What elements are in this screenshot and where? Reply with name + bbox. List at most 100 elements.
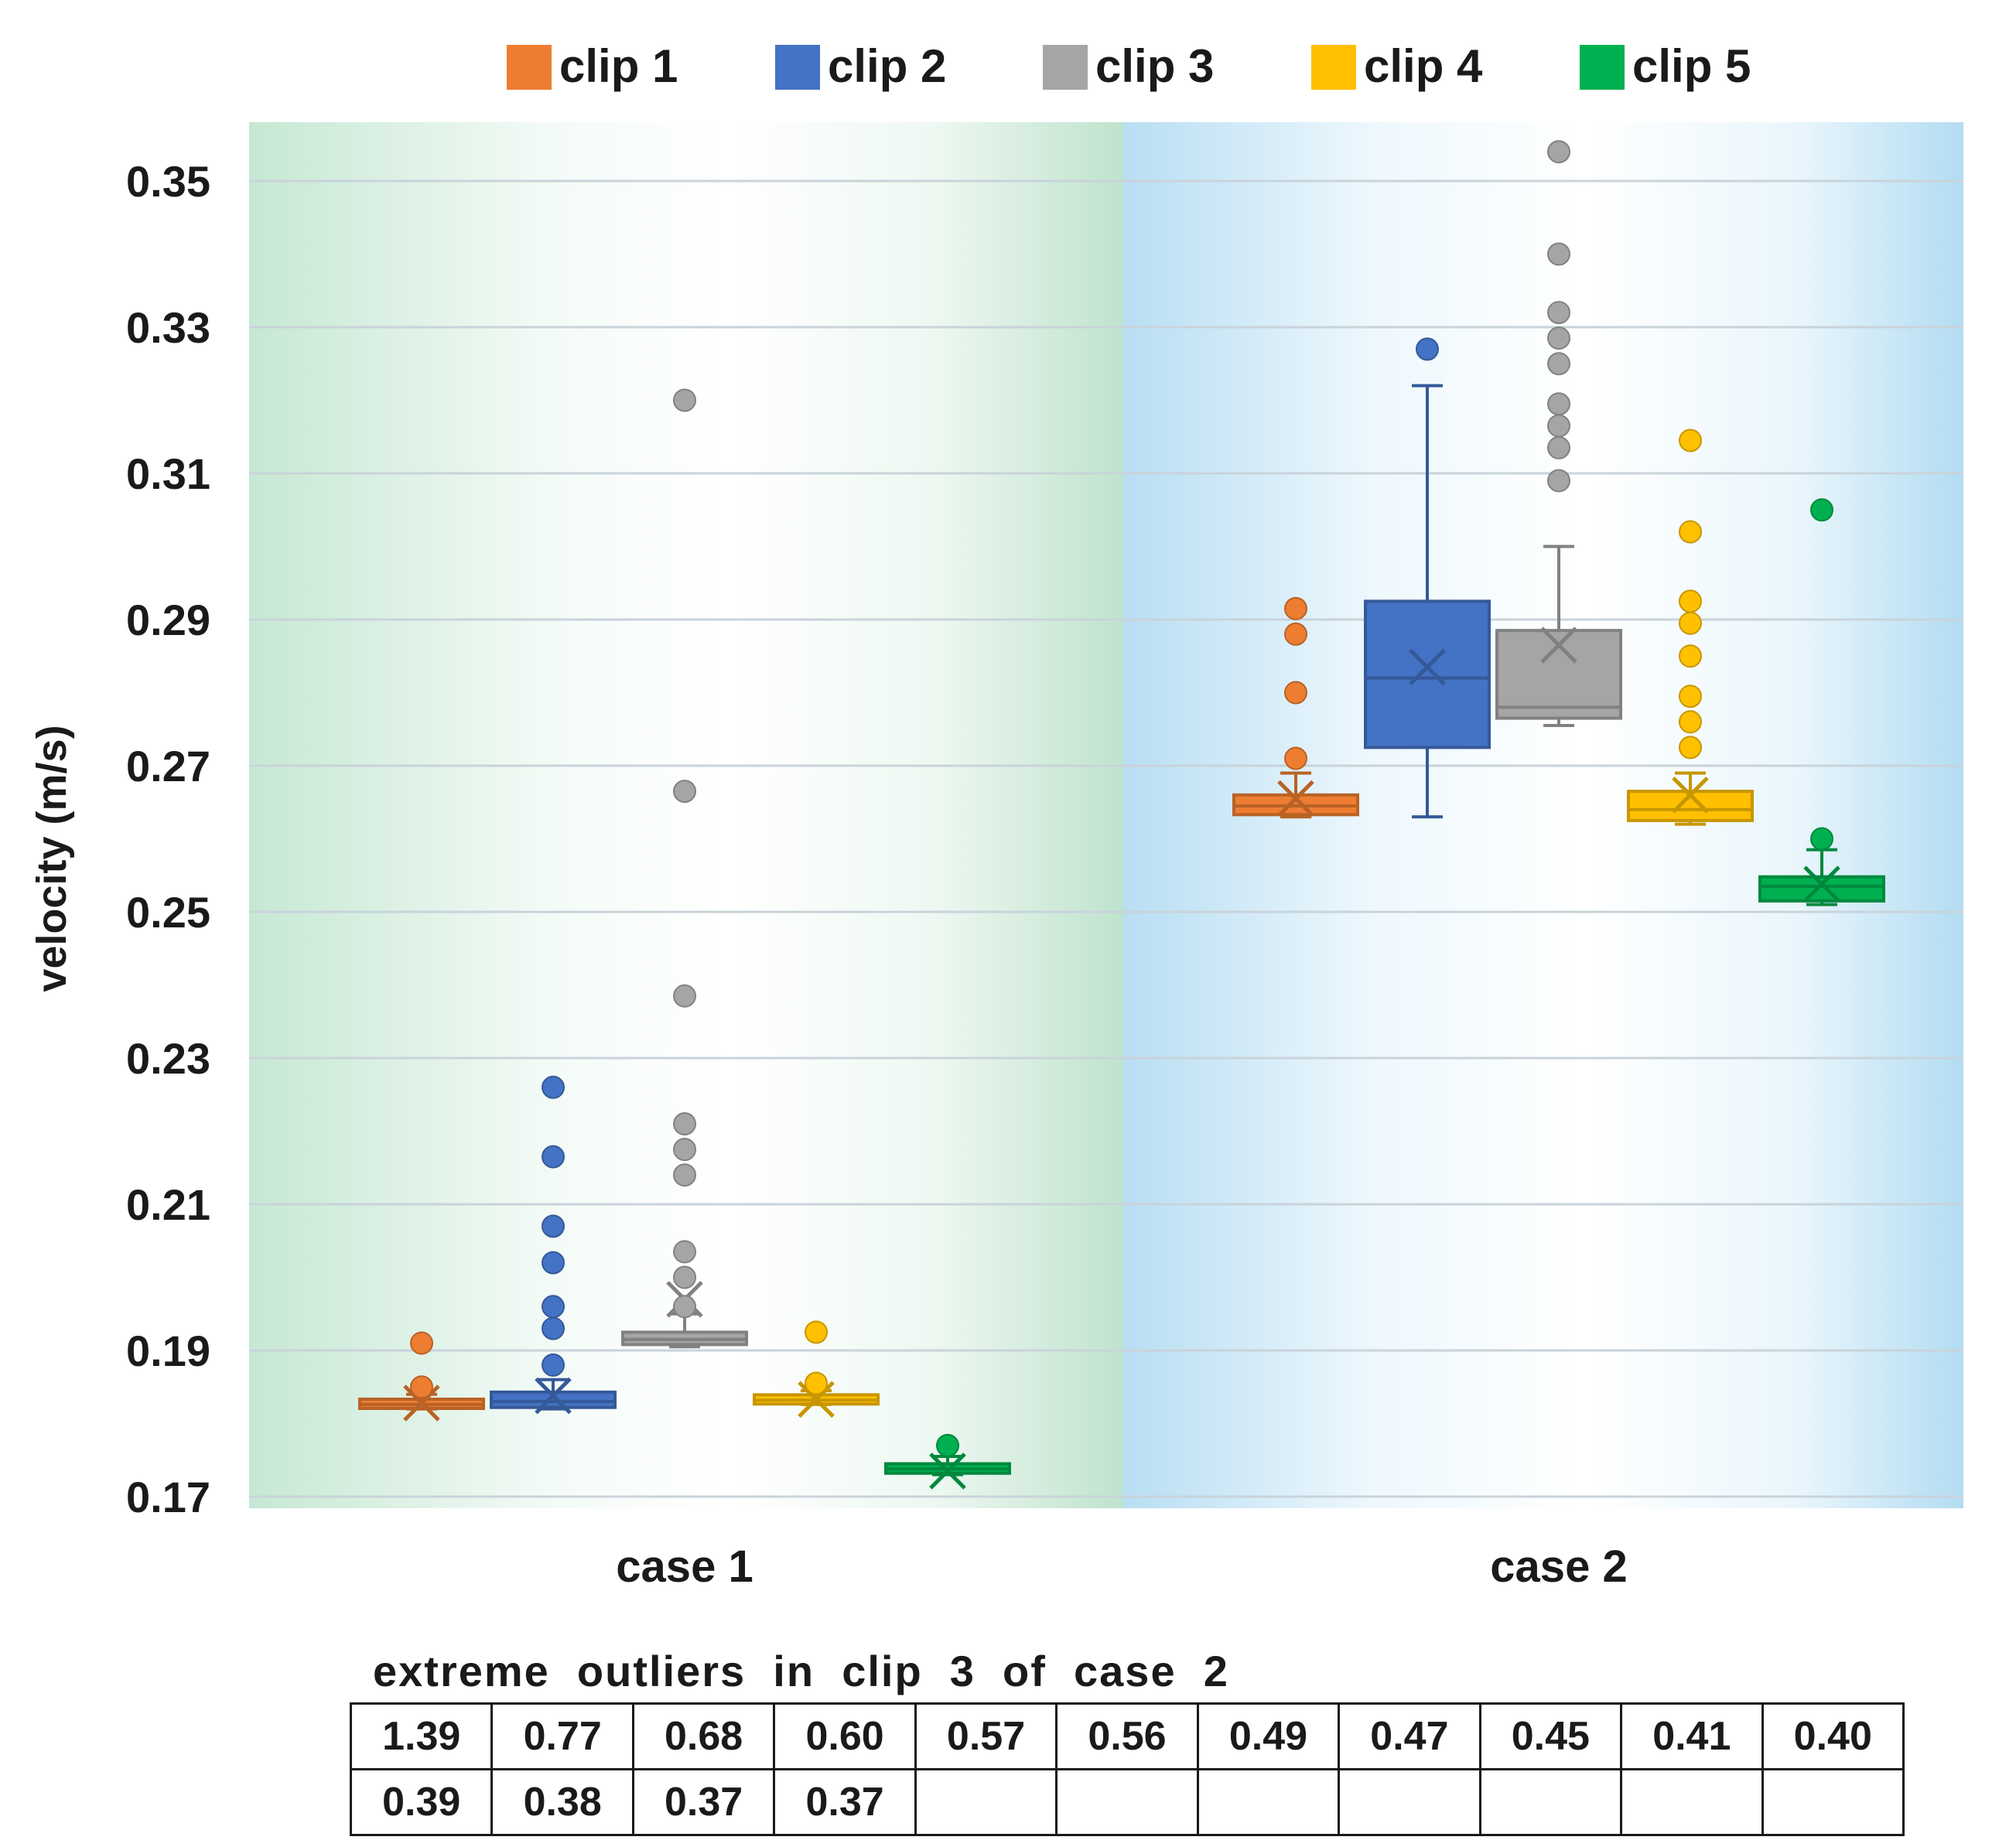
- outlier-table-cell: 0.57: [914, 1702, 1058, 1770]
- outlier-table-cell: 0.41: [1620, 1702, 1764, 1770]
- outlier-table-cell: [1196, 1768, 1341, 1836]
- y-tick-label: 0.31: [126, 449, 210, 498]
- box-clip-3-case-1: [621, 388, 748, 1349]
- box-clip-1-case-1: [358, 1331, 485, 1422]
- outlier-table-cell: 0.68: [631, 1702, 776, 1770]
- x-category-label: case 1: [616, 1541, 753, 1592]
- mean-marker: [1803, 865, 1840, 903]
- outlier-point: [1679, 611, 1702, 635]
- outlier-table-cell: 0.60: [773, 1702, 917, 1770]
- y-axis-label: velocity (m/s): [29, 725, 75, 992]
- outlier-point: [673, 984, 696, 1008]
- legend-swatch-clip-3: [1043, 45, 1088, 90]
- legend-swatch-clip-1: [507, 45, 552, 90]
- outlier-point: [1547, 414, 1570, 438]
- legend-swatch-clip-4: [1311, 45, 1356, 90]
- mean-marker: [1540, 626, 1577, 664]
- y-tick-label: 0.23: [126, 1034, 210, 1083]
- outlier-point: [936, 1433, 959, 1457]
- outlier-point: [542, 1295, 565, 1319]
- outlier-point: [1547, 326, 1570, 350]
- outlier-point: [542, 1214, 565, 1238]
- outlier-point: [673, 1295, 696, 1319]
- outlier-table-cell: [1620, 1768, 1764, 1836]
- outlier-point: [1547, 242, 1570, 266]
- outlier-point: [542, 1251, 565, 1275]
- y-tick-label: 0.25: [126, 888, 210, 937]
- outlier-table-cell: [914, 1768, 1058, 1836]
- box-clip-5-case-2: [1758, 498, 1885, 906]
- legend-label-clip-5: clip 5: [1632, 40, 1751, 92]
- outlier-table-cell: 0.38: [490, 1768, 634, 1836]
- mean-marker: [535, 1377, 572, 1415]
- mean-marker: [1277, 780, 1314, 818]
- outlier-point: [1810, 827, 1833, 851]
- outlier-point: [1547, 392, 1570, 416]
- outlier-table-cell: 0.45: [1478, 1702, 1623, 1770]
- outlier-table-cell: 0.77: [490, 1702, 634, 1770]
- outlier-point: [673, 1265, 696, 1289]
- outlier-table-cell: 0.49: [1196, 1702, 1341, 1770]
- outlier-point: [1547, 352, 1570, 376]
- outlier-table-cell: 0.40: [1761, 1702, 1905, 1770]
- outlier-point: [1547, 435, 1570, 459]
- outlier-point: [805, 1371, 828, 1395]
- outlier-table-cell: [1478, 1768, 1623, 1836]
- outlier-point: [1284, 622, 1307, 646]
- outlier-table-section: extreme outliers in clip 3 of case 2 1.3…: [349, 1644, 1905, 1836]
- outlier-table-cell: [1055, 1768, 1199, 1836]
- y-tick-label: 0.21: [126, 1180, 210, 1229]
- legend-label-clip-2: clip 2: [828, 40, 946, 92]
- mean-marker: [1672, 777, 1709, 814]
- box-body: [1364, 599, 1491, 749]
- outlier-table-row: 0.39 0.38 0.37 0.37: [349, 1768, 1905, 1836]
- outlier-table-cell: 0.37: [773, 1768, 917, 1836]
- box-clip-4-case-2: [1627, 428, 1754, 826]
- outlier-point: [1679, 589, 1702, 613]
- box-clip-3-case-2: [1495, 140, 1622, 728]
- legend-swatch-clip-5: [1580, 45, 1625, 90]
- outlier-point: [1547, 140, 1570, 164]
- legend-swatch-clip-2: [775, 45, 820, 90]
- y-tick-label: 0.19: [126, 1326, 210, 1375]
- outlier-table-cell: 1.39: [349, 1702, 494, 1770]
- outlier-point: [542, 1353, 565, 1377]
- outlier-point: [673, 1163, 696, 1187]
- outlier-point: [1547, 301, 1570, 325]
- outlier-point: [805, 1320, 828, 1344]
- box-body: [1758, 875, 1885, 903]
- outlier-table-cell: 0.47: [1338, 1702, 1481, 1770]
- box-body: [490, 1390, 617, 1409]
- y-tick-label: 0.35: [126, 157, 210, 206]
- outlier-point: [673, 1138, 696, 1162]
- legend-label-clip-3: clip 3: [1095, 40, 1214, 92]
- x-category-label: case 2: [1490, 1541, 1627, 1592]
- legend-label-clip-4: clip 4: [1364, 40, 1483, 92]
- outlier-point: [1810, 498, 1833, 522]
- box-body: [1495, 629, 1622, 720]
- outlier-point: [542, 1145, 565, 1169]
- mean-marker: [1409, 648, 1446, 686]
- outlier-point: [410, 1331, 433, 1355]
- mean-marker: [403, 1384, 440, 1422]
- y-tick-label: 0.27: [126, 742, 210, 790]
- outlier-table-cell: 0.37: [631, 1768, 776, 1836]
- outlier-table-cell: [1761, 1768, 1905, 1836]
- outlier-point: [1284, 746, 1307, 770]
- y-tick-label: 0.33: [126, 303, 210, 352]
- y-tick-label: 0.17: [126, 1473, 210, 1521]
- outlier-table-row: 1.39 0.77 0.68 0.60 0.57 0.56 0.49 0.47 0.45 0.41…: [349, 1702, 1905, 1770]
- outlier-point: [673, 780, 696, 804]
- outlier-table-title: extreme outliers in clip 3 of case 2: [373, 1647, 1229, 1695]
- outlier-point: [1679, 428, 1702, 452]
- box-clip-1-case-2: [1232, 596, 1359, 819]
- box-clip-4-case-1: [753, 1320, 880, 1419]
- box-clip-2-case-2: [1364, 337, 1491, 819]
- mean-marker: [929, 1453, 966, 1490]
- outlier-point: [1679, 736, 1702, 760]
- legend-label-clip-1: clip 1: [559, 40, 678, 92]
- outlier-point: [673, 1240, 696, 1264]
- outlier-point: [542, 1075, 565, 1099]
- outlier-point: [673, 1112, 696, 1136]
